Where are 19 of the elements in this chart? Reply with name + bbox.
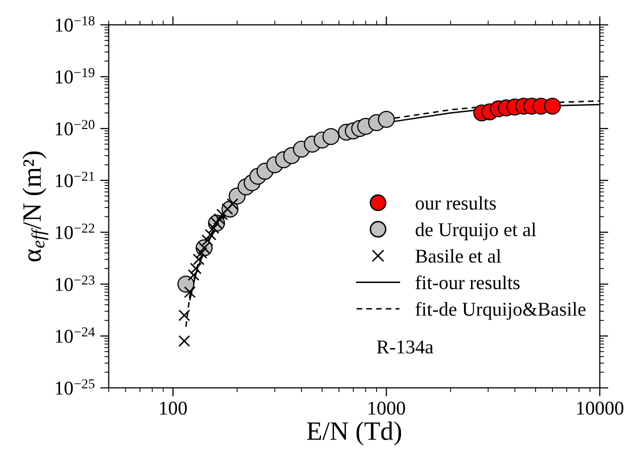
x-axis-title: E/N (Td) — [307, 421, 402, 446]
x-tick-label: 1000 — [368, 402, 406, 415]
x-tick-label: 100 — [160, 402, 187, 415]
y-tick-label: 10$^{−21}$ — [56, 172, 94, 188]
y-tick-label: 10$^{−20}$ — [56, 120, 94, 136]
y-tick-label: 10$^{−25}$ — [56, 379, 94, 395]
legend-label: our results — [416, 196, 496, 210]
y-axis-title: α$_{eff}$/N (m²) — [22, 151, 48, 262]
legend-label: fit-our results — [416, 275, 520, 290]
y-tick-label: 10$^{−18}$ — [56, 16, 94, 32]
annotation: R-134a — [376, 340, 434, 354]
y-tick-label: 10$^{−24}$ — [56, 327, 95, 343]
legend-label: Basile et al — [416, 249, 501, 263]
legend-label: fit-de Urquijo&Basile — [416, 302, 586, 320]
legend-label: de Urquijo et al — [416, 222, 536, 240]
y-tick-label: 10$^{−19}$ — [56, 68, 94, 84]
x-tick-label: 10000 — [577, 402, 624, 415]
y-tick-label: 10$^{−23}$ — [56, 276, 94, 291]
y-tick-label: 10$^{−22}$ — [56, 224, 94, 240]
